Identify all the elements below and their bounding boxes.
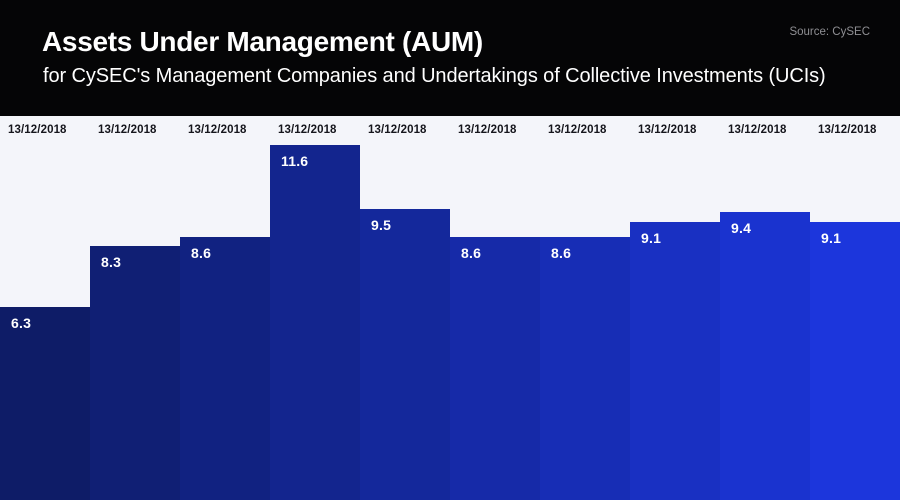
bar-value-label: 6.3 <box>11 315 32 331</box>
bar-value-label: 8.6 <box>551 245 572 261</box>
bar-value-label: 11.6 <box>281 153 309 169</box>
bar: 9.4 <box>720 212 810 500</box>
bar: 8.6 <box>180 237 270 500</box>
chart-subtitle: for CySEC's Management Companies and Und… <box>43 65 826 87</box>
date-label: 13/12/2018 <box>728 124 787 136</box>
bar-value-label: 8.6 <box>461 245 482 261</box>
bar-chart: 13/12/2018 13/12/2018 13/12/2018 13/12/2018… <box>0 116 900 500</box>
date-label: 13/12/2018 <box>278 124 337 136</box>
date-labels-row: 13/12/2018 13/12/2018 13/12/2018 13/12/2018… <box>0 116 900 136</box>
bar-value-label: 9.1 <box>821 230 842 246</box>
bar-value-label: 9.5 <box>371 217 392 233</box>
date-label: 13/12/2018 <box>98 124 157 136</box>
date-label: 13/12/2018 <box>818 124 877 136</box>
bar: 8.6 <box>540 237 630 500</box>
bar-value-label: 8.3 <box>101 254 122 270</box>
date-label: 13/12/2018 <box>638 124 697 136</box>
bar-value-label: 9.4 <box>731 220 752 236</box>
bar: 9.1 <box>630 222 720 500</box>
bars-row: 6.3 8.3 8.6 11.6 9.5 8.6 8.6 9.1 9.4 9.1 <box>0 145 900 500</box>
date-label: 13/12/2018 <box>368 124 427 136</box>
header: Assets Under Management (AUM) for CySEC'… <box>0 0 900 116</box>
date-label: 13/12/2018 <box>548 124 607 136</box>
bar: 11.6 <box>270 145 360 500</box>
bar-value-label: 8.6 <box>191 245 212 261</box>
bar: 9.1 <box>810 222 900 500</box>
bar-value-label: 9.1 <box>641 230 662 246</box>
source-label: Source: CySEC <box>789 26 870 38</box>
bar: 8.3 <box>90 246 180 500</box>
chart-title: Assets Under Management (AUM) <box>42 26 483 57</box>
bar: 8.6 <box>450 237 540 500</box>
bar: 9.5 <box>360 209 450 500</box>
date-label: 13/12/2018 <box>458 124 517 136</box>
date-label: 13/12/2018 <box>188 124 247 136</box>
date-label: 13/12/2018 <box>8 124 67 136</box>
bar: 6.3 <box>0 307 90 500</box>
